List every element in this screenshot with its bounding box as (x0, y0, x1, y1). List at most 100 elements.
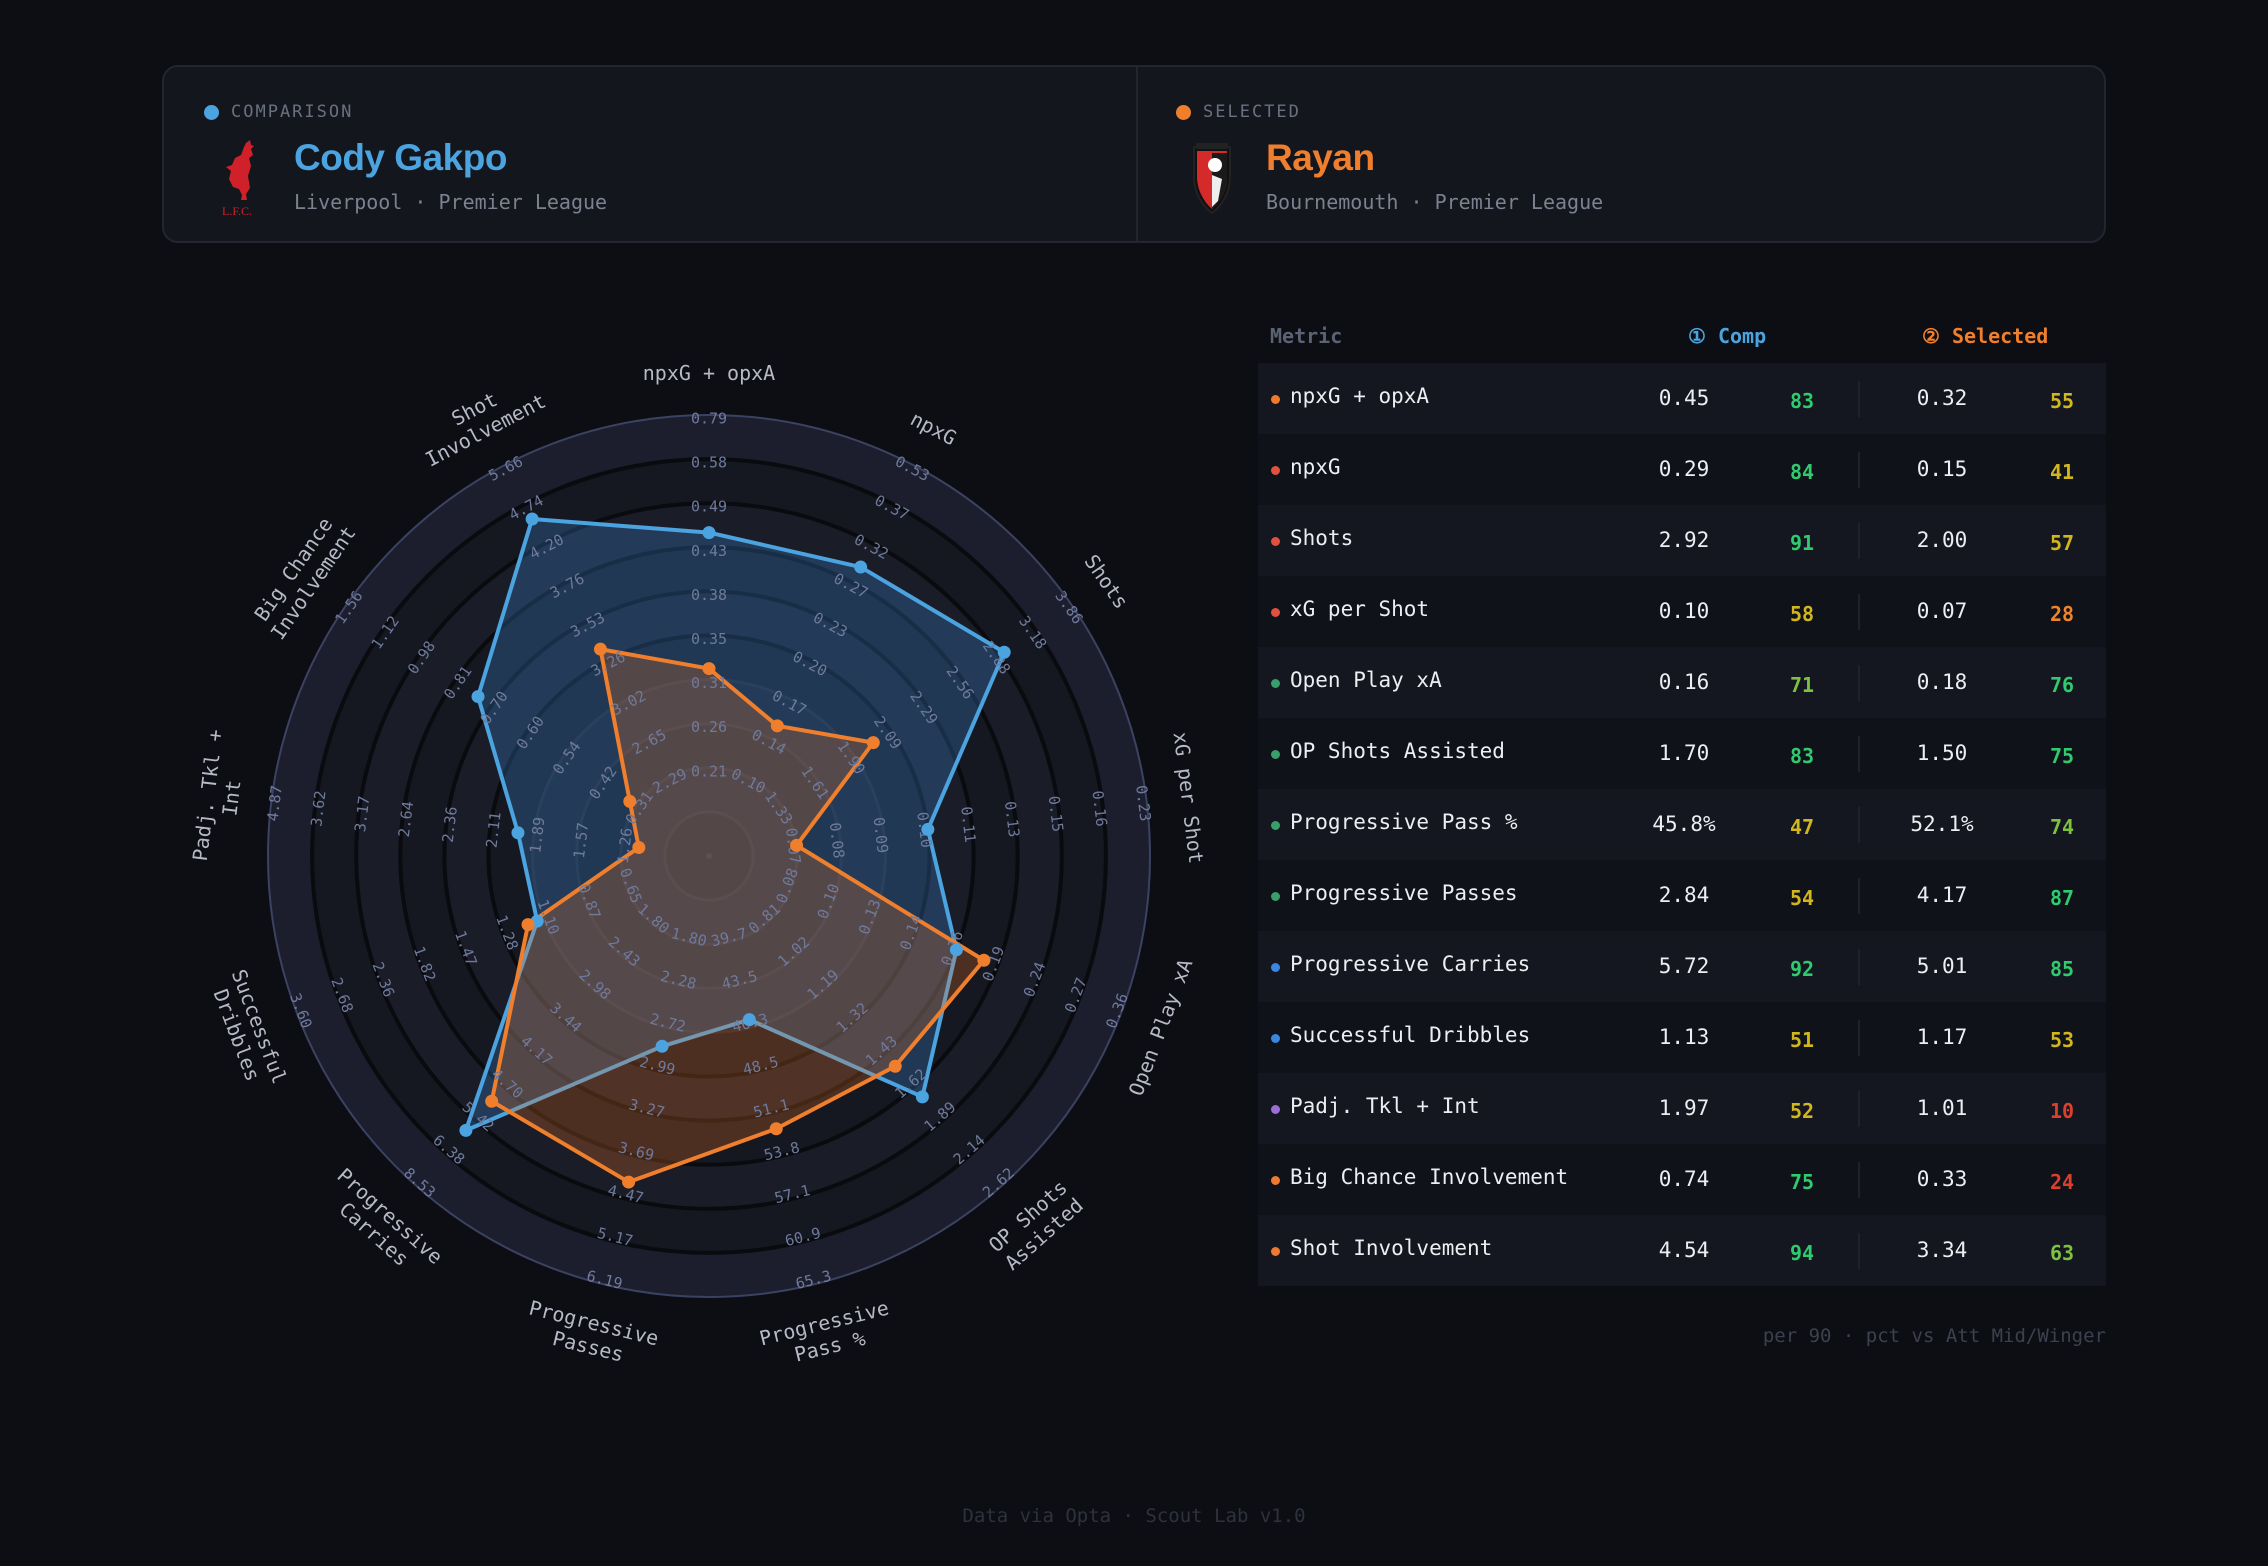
selected-value: 1.50 (1916, 741, 1968, 765)
comparison-player-club: Liverpool · Premier League (294, 190, 608, 214)
selected-data-point (888, 1059, 902, 1073)
radar-tick-label: 0.35 (691, 630, 727, 648)
radar-axis-label: npxG (907, 407, 961, 451)
radar-tick-label: 1.89 (526, 816, 548, 854)
selected-value: 0.32 (1916, 386, 1968, 410)
selected-dot (1176, 104, 1191, 120)
comp-value: 1.70 (1658, 741, 1710, 765)
selected-value: 0.18 (1916, 670, 1968, 694)
comp-data-point (949, 943, 963, 957)
selected-data-point (866, 736, 880, 750)
comp-data-point (459, 1123, 473, 1137)
comp-value: 2.92 (1658, 528, 1710, 552)
selected-data-point (622, 1175, 636, 1189)
player-comparison-header: COMPARISON L.F.C. Cody Gakpo Liverpool ·… (162, 65, 2106, 243)
table-row: Shots 2.92 91 2.00 57 (1258, 505, 2106, 576)
radar-axis-label: ProgressivePasses (521, 1296, 661, 1374)
selected-data-point (790, 838, 804, 852)
radar-tick-label: 0.09 (870, 816, 892, 854)
radar-tick-label: 2.36 (439, 806, 461, 844)
comp-data-point (921, 822, 935, 836)
metric-column-header: Metric (1270, 324, 1343, 348)
radar-axis-label-line: npxG + opxA (643, 361, 775, 385)
selected-player-name: Rayan (1266, 137, 1375, 178)
selected-percentile: 87 (2049, 886, 2075, 910)
table-row: Open Play xA 0.16 71 0.18 76 (1258, 647, 2106, 718)
radar-axis-label-line: Int (217, 779, 245, 818)
table-row: Big Chance Involvement 0.74 75 0.33 24 (1258, 1144, 2106, 1215)
comp-percentile: 84 (1789, 460, 1815, 484)
table-row: Padj. Tkl + Int 1.97 52 1.01 10 (1258, 1073, 2106, 1144)
metric-category-dot (1271, 1247, 1280, 1256)
selected-value: 5.01 (1916, 954, 1968, 978)
radar-tick-label: 3.62 (307, 790, 329, 828)
comp-percentile: 92 (1789, 957, 1815, 981)
comp-percentile: 75 (1789, 1170, 1815, 1194)
metric-name: Progressive Pass % (1290, 810, 1518, 834)
radar-axis-label-line: npxG (907, 407, 961, 451)
comp-value: 4.54 (1658, 1238, 1710, 1262)
comp-value: 5.72 (1658, 954, 1710, 978)
radar-tick-label: 0.23 (1132, 784, 1154, 822)
selected-value: 4.17 (1916, 883, 1968, 907)
comparison-tag: COMPARISON (231, 102, 354, 122)
header-divider (1136, 67, 1138, 241)
selected-data-point (632, 840, 646, 854)
metric-category-dot (1271, 537, 1280, 546)
selected-percentile: 85 (2049, 957, 2075, 981)
column-separator (1858, 665, 1860, 701)
column-separator (1858, 736, 1860, 772)
selected-data-point (769, 1122, 783, 1136)
radar-axis-label: Shots (1080, 550, 1134, 613)
table-row: Progressive Passes 2.84 54 4.17 87 (1258, 860, 2106, 931)
bournemouth-crest-icon (1193, 143, 1231, 215)
metric-name: Big Chance Involvement (1290, 1165, 1569, 1189)
comp-value: 1.13 (1658, 1025, 1710, 1049)
radar-tick-label: 0.26 (691, 718, 727, 736)
selected-data-point (702, 662, 716, 676)
comp-data-point (997, 645, 1011, 659)
selected-column-header: ② Selected (1922, 324, 2049, 348)
metric-category-dot (1271, 608, 1280, 617)
selected-percentile: 55 (2049, 389, 2075, 413)
comp-percentile: 51 (1789, 1028, 1815, 1052)
comp-polygon (463, 517, 1007, 1133)
comparison-player-name: Cody Gakpo (294, 137, 507, 178)
metric-name: Shots (1290, 526, 1354, 550)
metric-name: Progressive Carries (1290, 952, 1531, 976)
table-row: Progressive Pass % 45.8% 47 52.1% 74 (1258, 789, 2106, 860)
radar-tick-label: 0.21 (691, 762, 727, 780)
metric-category-dot (1271, 679, 1280, 688)
liverpool-crest-icon: L.F.C. (222, 140, 254, 218)
radar-axis-label-line: xG per Shot (1169, 731, 1209, 865)
selected-percentile: 75 (2049, 744, 2075, 768)
metric-name: Open Play xA (1290, 668, 1442, 692)
selected-percentile: 28 (2049, 602, 2075, 626)
selected-percentile: 10 (2049, 1099, 2075, 1123)
column-separator (1858, 452, 1860, 488)
radar-tick-label: 2.64 (395, 800, 417, 838)
radar-axis-label: Open Play xA (1124, 955, 1198, 1099)
selected-data-point (623, 794, 637, 808)
metric-category-dot (1271, 1034, 1280, 1043)
selected-value: 52.1% (1910, 812, 1974, 836)
radar-tick-label: 0.49 (691, 498, 727, 516)
metrics-table: Metric ① Comp ② Selected npxG + opxA 0.45… (1258, 310, 2106, 1286)
metric-name: npxG + opxA (1290, 384, 1430, 408)
column-separator (1858, 1233, 1860, 1269)
table-note: per 90 · pct vs Att Mid/Winger (1762, 1325, 2106, 1347)
metric-name: OP Shots Assisted (1290, 739, 1505, 763)
column-separator (1858, 878, 1860, 914)
radar-tick-label: 0.16 (1088, 790, 1110, 828)
selected-tag: SELECTED (1203, 102, 1301, 122)
table-row: Shot Involvement 4.54 94 3.34 63 (1258, 1215, 2106, 1286)
radar-tick-label: 0.15 (1045, 795, 1067, 833)
selected-percentile: 57 (2049, 531, 2075, 555)
radar-tick-label: 1.57 (570, 821, 592, 859)
metric-name: Progressive Passes (1290, 881, 1518, 905)
selected-data-point (593, 642, 607, 656)
comp-value: 0.16 (1658, 670, 1710, 694)
comp-value: 2.84 (1658, 883, 1710, 907)
radar-tick-label: 0.58 (691, 454, 727, 472)
comp-data-point (915, 1090, 929, 1104)
